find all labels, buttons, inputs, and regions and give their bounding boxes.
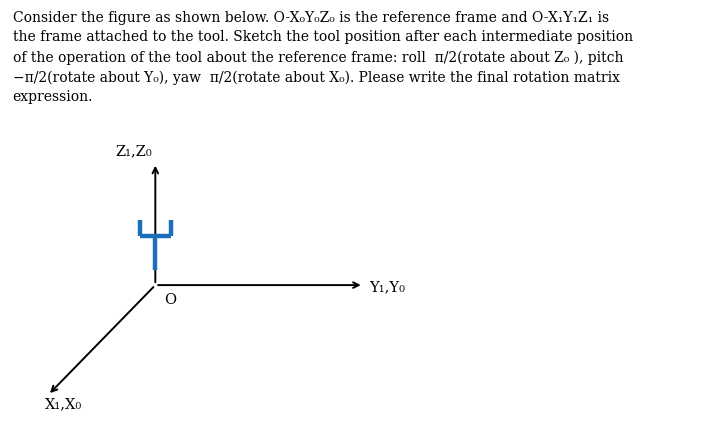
Text: Y₁,Y₀: Y₁,Y₀ (369, 280, 405, 294)
Text: Consider the figure as shown below. O-X₀Y₀Z₀ is the reference frame and O-X₁Y₁Z₁: Consider the figure as shown below. O-X₀… (13, 11, 609, 25)
Text: −π/2(rotate about Y₀), yaw  π/2(rotate about X₀). Please write the final rotatio: −π/2(rotate about Y₀), yaw π/2(rotate ab… (13, 70, 620, 85)
Text: of the operation of the tool about the reference frame: roll  π/2(rotate about Z: of the operation of the tool about the r… (13, 50, 623, 65)
Text: O: O (164, 293, 176, 307)
Text: the frame attached to the tool. Sketch the tool position after each intermediate: the frame attached to the tool. Sketch t… (13, 30, 633, 44)
Text: X₁,X₀: X₁,X₀ (44, 397, 82, 411)
Text: Z₁,Z₀: Z₁,Z₀ (116, 145, 152, 159)
Text: expression.: expression. (13, 90, 93, 104)
